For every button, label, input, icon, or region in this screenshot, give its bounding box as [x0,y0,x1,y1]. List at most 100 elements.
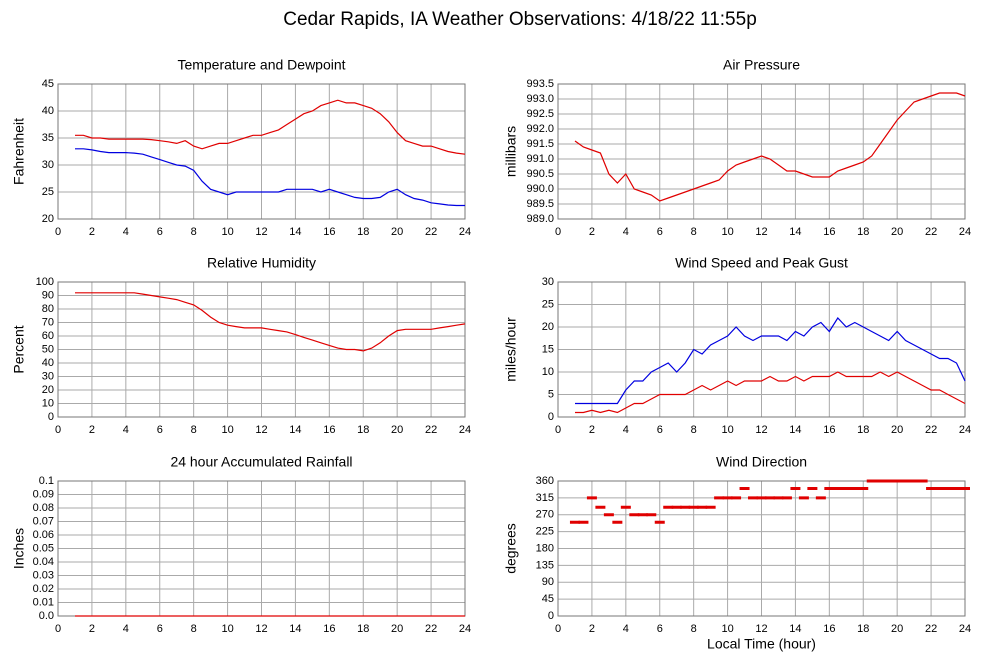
x-tick-label: 14 [789,623,801,635]
plot-frame [557,281,966,418]
y-tick-label: 20 [42,213,54,225]
x-tick-label: 24 [959,226,971,238]
x-tick-label: 2 [89,226,95,238]
plot-frame [557,83,966,220]
chart-title: Wind Speed and Peak Gust [675,255,848,271]
x-tick-label: 0 [555,226,561,238]
x-tick-label: 0 [55,424,61,436]
x-tick-label: 18 [857,226,869,238]
data-point [646,513,657,517]
data-point [849,487,860,490]
y-axis-label: Percent [11,325,27,373]
data-point [578,520,589,524]
data-point [697,505,708,509]
x-tick-label: 0 [555,424,561,436]
x-tick-label: 10 [721,623,733,635]
y-axis-label: Fahrenheit [11,118,27,185]
x-tick-label: 18 [357,226,369,238]
x-tick-label: 22 [925,226,937,238]
x-tick-label: 22 [925,424,937,436]
data-point [934,487,945,490]
data-point [764,496,775,500]
x-tick-label: 4 [623,623,629,635]
x-tick-label: 24 [459,226,471,238]
x-tick-label: 12 [255,226,267,238]
data-point [926,487,937,490]
x-tick-label: 0 [55,623,61,635]
data-point [781,496,792,500]
x-tick-label: 12 [755,424,767,436]
y-tick-label: 989.0 [526,213,554,225]
data-point [951,487,962,490]
y-tick-label: 990.5 [526,168,554,180]
x-tick-label: 10 [721,424,733,436]
x-axis-label: Local Time (hour) [707,636,816,652]
chart-title: Temperature and Dewpoint [177,57,345,73]
x-tick-label: 22 [425,226,437,238]
x-tick-label: 6 [657,424,663,436]
x-tick-label: 24 [459,424,471,436]
data-point [798,496,809,500]
data-point [714,496,725,500]
y-tick-label: 30 [42,370,54,382]
data-point [654,520,665,524]
y-tick-label: 90 [542,576,554,588]
data-point [824,487,835,490]
y-tick-label: 80 [42,303,54,315]
x-tick-label: 8 [191,424,197,436]
y-tick-label: 0.02 [33,583,54,595]
y-tick-label: 135 [536,559,554,571]
y-tick-label: 90 [42,289,54,301]
y-tick-label: 30 [42,159,54,171]
y-tick-label: 991.0 [526,153,554,165]
data-point [731,496,742,500]
x-tick-label: 16 [323,226,335,238]
y-tick-label: 0.05 [33,542,54,554]
x-tick-label: 20 [391,424,403,436]
y-tick-label: 0 [48,411,54,423]
y-tick-label: 0.09 [33,488,54,500]
x-tick-label: 18 [357,623,369,635]
y-tick-label: 40 [42,357,54,369]
x-tick-label: 22 [425,424,437,436]
data-point [612,520,623,524]
data-line [575,371,966,414]
x-tick-label: 6 [657,623,663,635]
data-point [790,487,801,490]
y-tick-label: 180 [536,542,554,554]
y-tick-label: 50 [42,343,54,355]
x-tick-label: 20 [891,424,903,436]
x-tick-label: 4 [123,623,129,635]
x-tick-label: 0 [55,226,61,238]
y-tick-label: 0.04 [33,556,54,568]
data-point [883,479,894,483]
x-tick-label: 20 [391,623,403,635]
data-point [595,505,606,509]
x-tick-label: 14 [289,226,301,238]
x-tick-label: 4 [123,226,129,238]
x-tick-label: 14 [289,623,301,635]
x-tick-label: 10 [221,623,233,635]
x-tick-label: 16 [823,623,835,635]
x-tick-label: 8 [191,226,197,238]
data-point [603,513,614,517]
data-line [75,148,465,207]
x-tick-label: 12 [255,623,267,635]
data-point [909,479,920,483]
y-tick-label: 270 [536,509,554,521]
y-tick-label: 991.5 [526,138,554,150]
y-axis-label: Inches [11,528,27,569]
x-tick-label: 10 [221,226,233,238]
data-point [620,505,631,509]
data-point [688,505,699,509]
x-tick-label: 12 [755,623,767,635]
y-tick-label: 25 [42,186,54,198]
x-tick-label: 18 [857,424,869,436]
data-line [575,317,966,405]
data-point [569,520,580,524]
data-point [917,479,928,483]
chart-title: 24 hour Accumulated Rainfall [170,454,352,470]
data-point [807,487,818,490]
x-tick-label: 6 [157,424,163,436]
y-tick-label: 0.03 [33,569,54,581]
